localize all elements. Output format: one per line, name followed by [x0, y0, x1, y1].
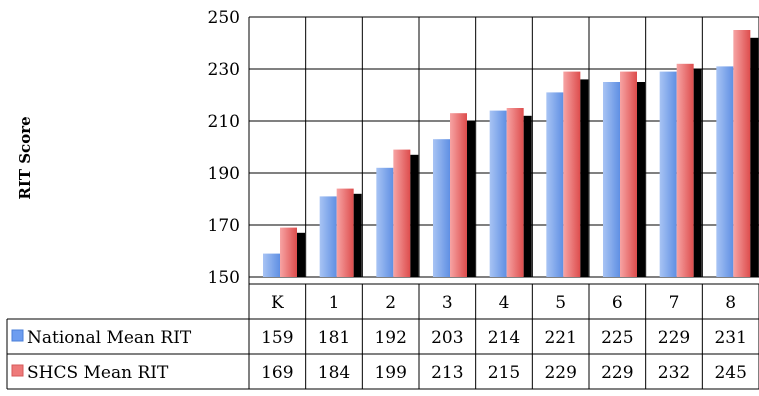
bar-national — [489, 110, 507, 277]
data-label: 221 — [544, 328, 576, 348]
x-tick-label: K — [271, 293, 284, 313]
data-label: 231 — [714, 328, 746, 348]
x-tick-label: 7 — [669, 293, 680, 313]
bar-shcs — [280, 227, 297, 277]
bar-shcs — [620, 71, 637, 277]
data-label: 229 — [601, 363, 633, 383]
x-tick-label: 6 — [612, 293, 623, 313]
data-label: 199 — [374, 363, 406, 383]
data-label: 229 — [658, 328, 690, 348]
bar-shadow — [353, 193, 362, 277]
bar-shadow — [297, 232, 305, 277]
bar-national — [716, 66, 734, 278]
bar-national — [319, 196, 337, 277]
x-tick-label: 5 — [555, 293, 566, 313]
y-tick-label: 230 — [208, 60, 240, 80]
legend-swatch — [11, 329, 24, 342]
y-tick-label: 210 — [208, 112, 240, 132]
bar-shcs — [563, 71, 581, 277]
data-label: 184 — [318, 363, 350, 383]
bar-shcs — [676, 63, 694, 277]
y-axis-label: RIT Score — [16, 116, 34, 199]
bar-shadow — [467, 121, 475, 277]
y-tick-label: 170 — [208, 216, 240, 236]
data-label: 159 — [261, 328, 293, 348]
y-tick-label: 190 — [208, 164, 240, 184]
bar-shadow — [637, 82, 645, 277]
bar-shadow — [750, 37, 759, 277]
bar-shcs — [506, 108, 524, 277]
bar-shadow — [580, 79, 589, 278]
bar-shadow — [410, 154, 419, 277]
data-label: 192 — [374, 328, 406, 348]
bar-shcs — [733, 30, 751, 277]
legend-label: National Mean RIT — [27, 328, 192, 348]
data-label: 215 — [488, 363, 520, 383]
bar-shadow — [523, 115, 532, 277]
x-tick-label: 8 — [725, 293, 736, 313]
y-tick-label: 250 — [208, 8, 240, 28]
x-tick-label: 4 — [499, 293, 510, 313]
bar-shcs — [336, 188, 354, 277]
x-tick-label: 1 — [329, 293, 340, 313]
bar-shadow — [693, 69, 702, 277]
data-label: 169 — [261, 363, 293, 383]
bar-national — [546, 92, 564, 278]
bar-national — [433, 139, 450, 277]
data-label: 229 — [544, 363, 576, 383]
legend-label: SHCS Mean RIT — [27, 363, 169, 383]
y-tick-label: 150 — [208, 268, 240, 288]
bar-national — [376, 167, 394, 277]
bar-shcs — [393, 149, 411, 277]
data-label: 245 — [714, 363, 746, 383]
bar-national — [659, 71, 677, 277]
bar-national — [263, 253, 280, 277]
bar-shcs — [450, 113, 467, 277]
x-tick-label: 3 — [442, 293, 453, 313]
data-label: 232 — [658, 363, 690, 383]
data-label: 214 — [488, 328, 520, 348]
data-label: 203 — [431, 328, 463, 348]
data-label: 213 — [431, 363, 463, 383]
data-label: 225 — [601, 328, 633, 348]
x-tick-label: 2 — [385, 293, 396, 313]
legend-swatch — [11, 364, 24, 377]
data-label: 181 — [318, 328, 350, 348]
bar-national — [603, 82, 620, 277]
